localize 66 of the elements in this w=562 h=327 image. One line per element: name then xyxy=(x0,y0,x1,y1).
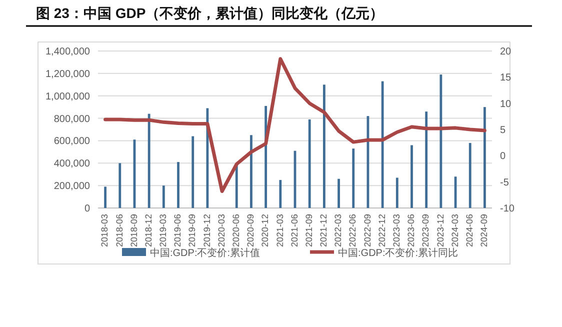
bar xyxy=(235,164,238,208)
bar xyxy=(162,186,165,208)
x-tick-label: 2023-06 xyxy=(406,214,416,248)
y-tick-label: 1,000,000 xyxy=(46,91,90,102)
x-tick-label: 2021-03 xyxy=(274,214,285,248)
legend-label: 中国:GDP:不变价:累计值 xyxy=(150,247,260,259)
y-tick-label: 1,400,000 xyxy=(46,46,90,58)
y-tick-label: 600,000 xyxy=(54,136,90,148)
x-tick-label: 2018-06 xyxy=(114,214,124,248)
x-tick-label: 2019-06 xyxy=(172,214,183,248)
x-tick-label: 2021-09 xyxy=(304,214,314,248)
bar xyxy=(118,163,122,208)
x-tick-label: 2022-09 xyxy=(362,214,372,248)
x-tick-label: 2022-06 xyxy=(348,214,358,248)
bar xyxy=(381,81,384,208)
x-tick-label: 2020-06 xyxy=(231,214,242,248)
x-tick-label: 2022-12 xyxy=(376,214,387,248)
bar xyxy=(308,119,311,208)
y-tick-label: 0 xyxy=(84,204,90,214)
x-tick-label: 2020-12 xyxy=(260,214,270,248)
x-tick-label: 2023-12 xyxy=(435,214,446,248)
x-tick-label: 2024-06 xyxy=(464,214,474,248)
bar xyxy=(322,84,326,208)
bar xyxy=(279,180,282,208)
x-tick-label: 2023-03 xyxy=(392,214,402,248)
x-tick-label: 2023-09 xyxy=(420,214,431,248)
y2-tick-label: -10 xyxy=(500,204,515,214)
x-tick-label: 2021-06 xyxy=(289,214,300,248)
bar xyxy=(440,74,442,208)
x-tick-label: 2019-12 xyxy=(202,214,212,248)
x-tick-label: 2018-09 xyxy=(128,214,139,248)
legend-label: 中国:GDP:不变价:累计同比 xyxy=(338,247,458,259)
x-tick-label: 2022-03 xyxy=(333,214,344,248)
y2-tick-label: -5 xyxy=(500,177,510,188)
bar xyxy=(206,108,209,208)
bar xyxy=(468,142,472,208)
bar xyxy=(250,135,252,208)
y-tick-label: 400,000 xyxy=(54,158,90,170)
chart-title: 图 23：中国 GDP（不变价，累计值）同比变化（亿元） xyxy=(36,5,384,21)
bar xyxy=(338,178,340,208)
bar xyxy=(410,145,413,208)
bar xyxy=(425,112,428,208)
bar xyxy=(148,114,150,208)
y2-tick-label: 5 xyxy=(500,125,506,136)
y-tick-label: 1,200,000 xyxy=(46,68,90,80)
x-tick-label: 2019-03 xyxy=(158,214,168,248)
y2-tick-label: 10 xyxy=(500,98,512,110)
bar xyxy=(484,107,486,208)
x-tick-label: 2019-09 xyxy=(187,214,198,248)
y2-tick-label: 0 xyxy=(500,151,506,162)
x-tick-label: 2018-03 xyxy=(100,214,110,248)
bar xyxy=(192,136,194,208)
y-tick-label: 800,000 xyxy=(54,114,90,125)
y2-tick-label: 15 xyxy=(500,72,512,84)
x-tick-label: 2020-03 xyxy=(216,214,226,248)
x-tick-label: 2024-09 xyxy=(479,214,490,248)
x-tick-label: 2024-03 xyxy=(450,214,460,248)
bar xyxy=(396,178,398,208)
bar xyxy=(352,148,355,208)
bar xyxy=(177,162,180,208)
y-tick-label: 200,000 xyxy=(54,181,90,192)
x-tick-label: 2021-12 xyxy=(318,214,329,248)
y2-tick-label: 20 xyxy=(500,46,512,58)
bar xyxy=(104,186,106,208)
x-tick-label: 2018-12 xyxy=(143,214,154,248)
x-tick-label: 2020-09 xyxy=(246,214,256,248)
